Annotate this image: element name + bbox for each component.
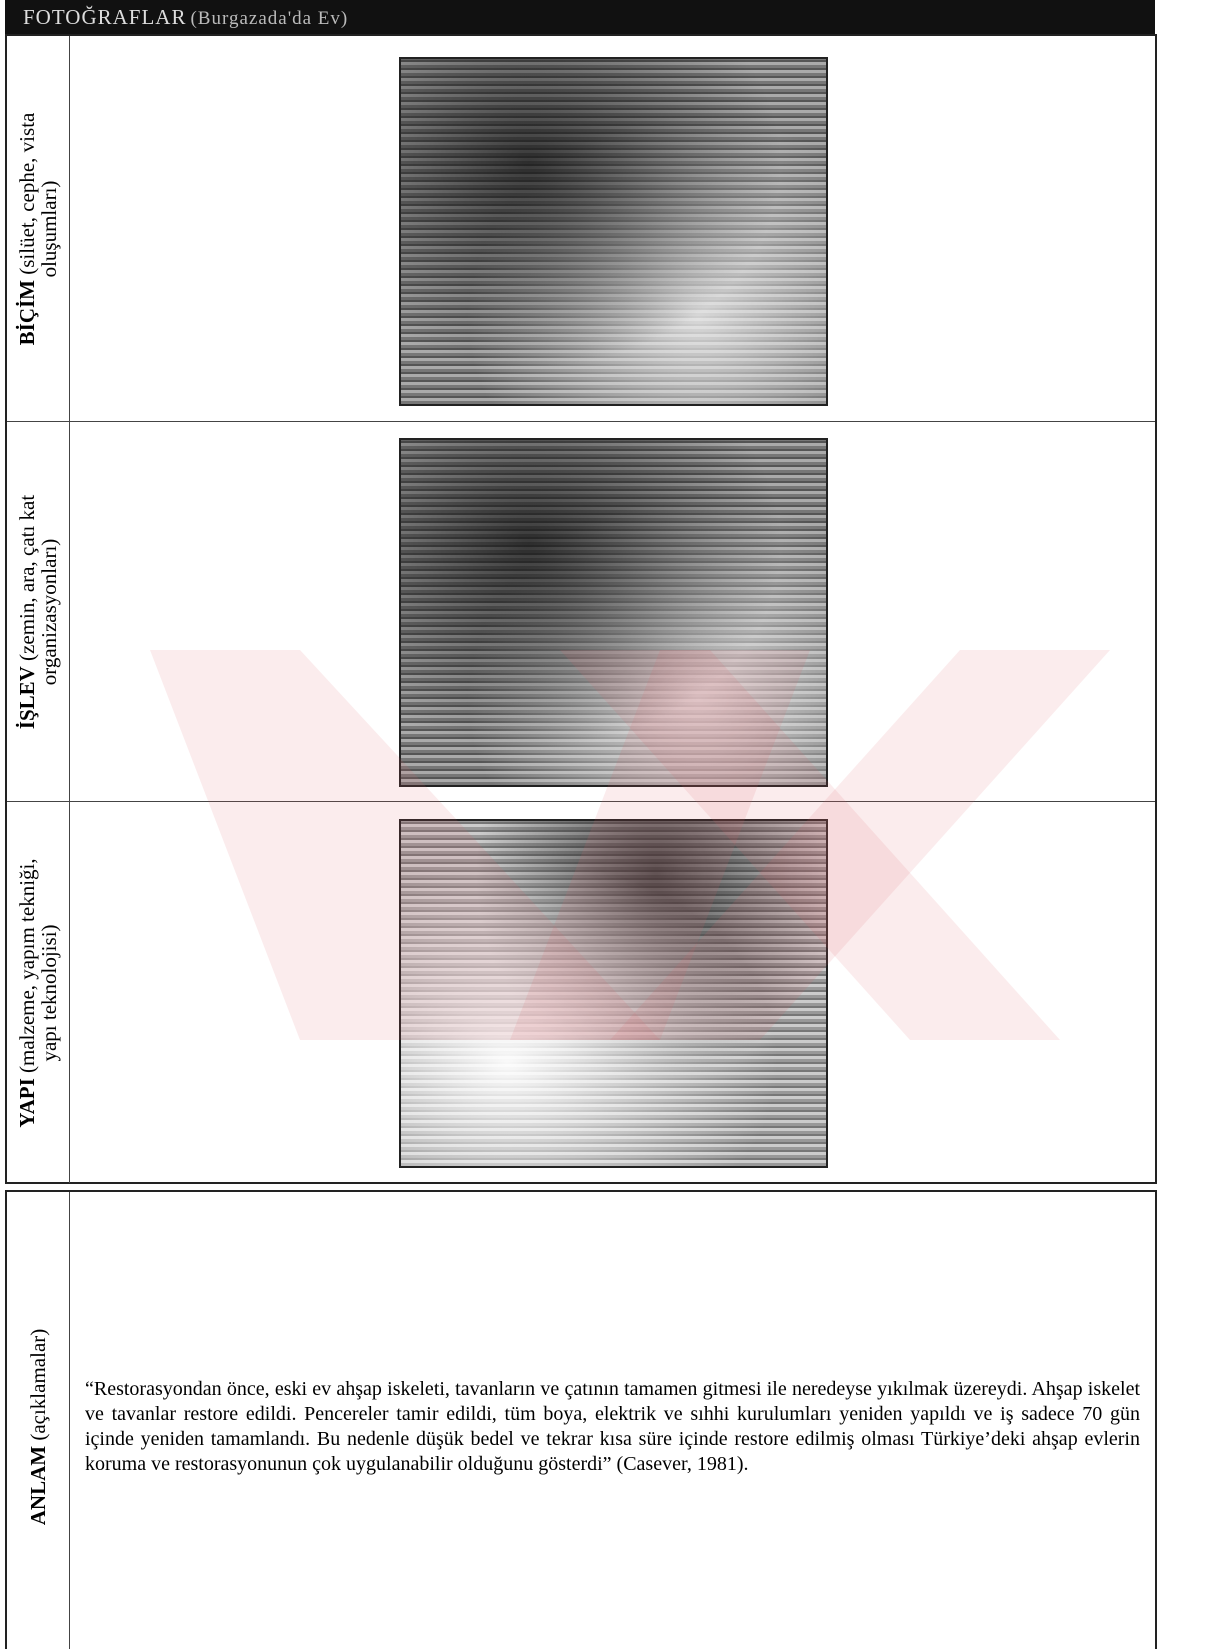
label-rest: (malzeme, yapım tekniği, <box>15 857 39 1073</box>
table-row: BİÇİM (silüet, cephe, vista oluşumları) <box>7 36 1155 421</box>
table-row: YAPI (malzeme, yapım tekniği, yapı teknol… <box>7 801 1155 1183</box>
photo <box>399 819 828 1168</box>
row-label: İŞLEV (zemin, ara, çatı kat organizasyonl… <box>15 494 61 730</box>
anlam-table: ANLAM (açıklamalar) “Restorasyondan önce… <box>5 1190 1157 1649</box>
label-rest: (açıklamalar) <box>26 1328 50 1441</box>
anlam-paragraph: “Restorasyondan önce, eski ev ahşap iske… <box>85 1192 1140 1649</box>
label-rest: (silüet, cephe, vista <box>15 112 39 275</box>
photo <box>399 438 828 787</box>
header-title: FOTOĞRAFLAR <box>23 5 187 29</box>
row-label-cell: ANLAM (açıklamalar) <box>7 1192 70 1649</box>
row-label: BİÇİM (silüet, cephe, vista oluşumları) <box>15 112 61 345</box>
label-rest: oluşumları) <box>37 180 61 277</box>
header: FOTOĞRAFLAR (Burgazada'da Ev) <box>5 0 1155 34</box>
row-label: YAPI (malzeme, yapım tekniği, yapı teknol… <box>15 857 61 1128</box>
label-bold: BİÇİM <box>15 279 39 345</box>
row-label-cell: YAPI (malzeme, yapım tekniği, yapı teknol… <box>7 802 70 1183</box>
label-bold: YAPI <box>15 1077 39 1128</box>
label-bold: İŞLEV <box>15 666 39 730</box>
label-rest: (zemin, ara, çatı kat <box>15 494 39 661</box>
photo-table: BİÇİM (silüet, cephe, vista oluşumları) İ… <box>5 34 1157 1184</box>
label-bold: ANLAM <box>26 1445 50 1526</box>
paragraph: “Restorasyondan önce, eski ev ahşap iske… <box>85 1378 1140 1475</box>
label-rest: organizasyonları) <box>37 538 61 686</box>
label-rest: yapı teknolojisi) <box>37 923 61 1062</box>
table-row: İŞLEV (zemin, ara, çatı kat organizasyonl… <box>7 421 1155 802</box>
row-label-cell: BİÇİM (silüet, cephe, vista oluşumları) <box>7 36 70 421</box>
photo <box>399 57 828 406</box>
header-subtitle: (Burgazada'da Ev) <box>190 8 349 29</box>
row-label-cell: İŞLEV (zemin, ara, çatı kat organizasyonl… <box>7 422 70 802</box>
row-label: ANLAM (açıklamalar) <box>26 1328 50 1526</box>
